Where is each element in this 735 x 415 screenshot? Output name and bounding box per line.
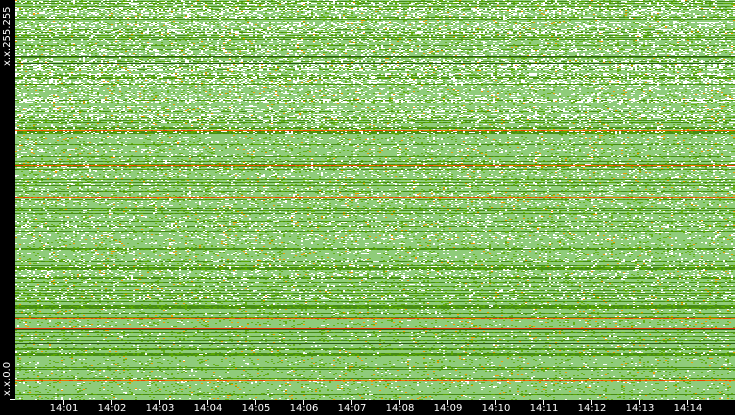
x-tick-label: 14:07 — [337, 403, 367, 414]
x-tick — [207, 400, 208, 405]
y-label-bottom: x.x.0.0 — [2, 361, 13, 396]
x-tick — [111, 400, 112, 405]
x-tick-label: 14:10 — [481, 403, 511, 414]
x-tick — [159, 400, 160, 405]
y-axis-tick — [10, 399, 15, 400]
y-label-top: x.x.255.255 — [2, 6, 13, 66]
x-tick-label: 14:05 — [241, 403, 271, 414]
x-tick — [495, 400, 496, 405]
x-tick — [255, 400, 256, 405]
x-tick-label: 14:06 — [289, 403, 319, 414]
x-tick — [447, 400, 448, 405]
x-tick — [351, 400, 352, 405]
x-tick-label: 14:12 — [577, 403, 607, 414]
x-tick — [591, 400, 592, 405]
x-tick — [687, 400, 688, 405]
x-tick — [303, 400, 304, 405]
x-tick-label: 14:09 — [433, 403, 463, 414]
x-tick — [63, 400, 64, 405]
x-tick-label: 14:02 — [97, 403, 127, 414]
x-tick — [399, 400, 400, 405]
x-tick-label: 14:03 — [145, 403, 175, 414]
x-tick — [543, 400, 544, 405]
x-tick-label: 14:04 — [193, 403, 223, 414]
x-tick — [639, 400, 640, 405]
x-tick-label: 14:08 — [385, 403, 415, 414]
x-tick-label: 14:01 — [49, 403, 79, 414]
x-tick-label: 14:14 — [673, 403, 703, 414]
x-tick-label: 14:11 — [529, 403, 559, 414]
x-axis: 14:01 14:02 14:03 14:04 14:05 14:06 14:07 14:08… — [0, 400, 735, 415]
heatmap-canvas — [15, 0, 735, 400]
x-tick-label: 14:13 — [625, 403, 655, 414]
